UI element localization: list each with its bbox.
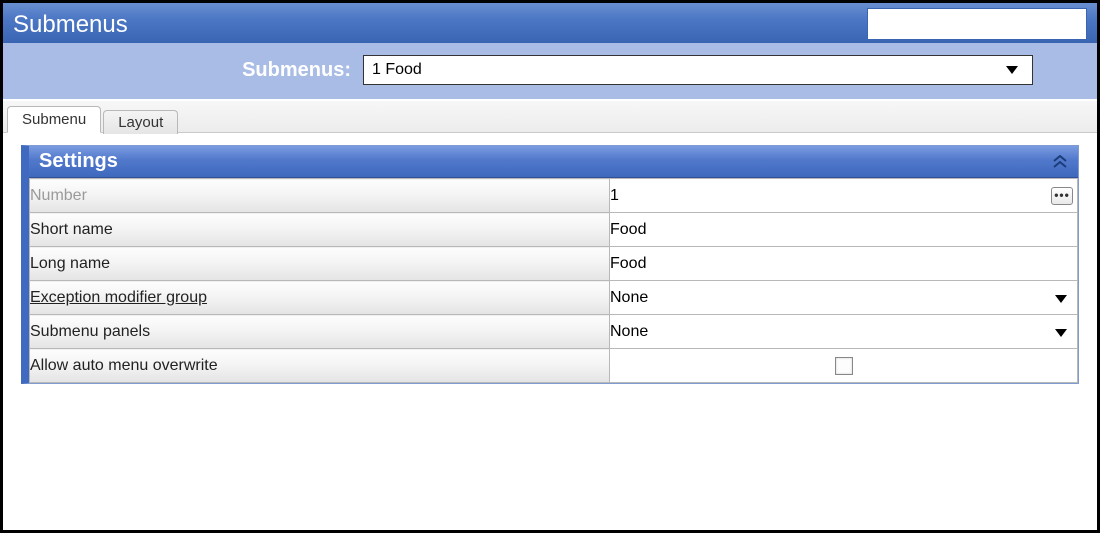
tab-submenu[interactable]: Submenu [7,106,101,133]
row-longname: Long name Food [30,247,1078,281]
tab-label: Submenu [22,111,86,128]
collapse-icon[interactable] [1052,155,1068,169]
label-panels: Submenu panels [30,315,610,349]
chevron-down-icon [1055,290,1067,306]
label-shortname: Short name [30,213,610,247]
chevron-down-icon [1055,324,1067,340]
selector-bar: Submenus: 1 Food [3,43,1097,99]
value-longname-text: Food [610,255,646,272]
title-bar: Submenus [3,3,1097,43]
content-area: Settings Number 1 ••• Shor [3,133,1097,396]
submenu-dropdown-value: 1 Food [372,61,422,79]
value-exception[interactable]: None [610,281,1078,315]
submenu-dropdown[interactable]: 1 Food [363,55,1033,85]
row-panels: Submenu panels None [30,315,1078,349]
row-overwrite: Allow auto menu overwrite [30,349,1078,383]
value-number[interactable]: 1 ••• [610,179,1078,213]
tab-strip: Submenu Layout [3,101,1097,133]
row-shortname: Short name Food [30,213,1078,247]
tab-layout[interactable]: Layout [103,110,178,134]
label-number: Number [30,179,610,213]
value-panels-text: None [610,323,648,340]
window: Submenus Submenus: 1 Food Submenu Layout… [0,0,1100,533]
value-longname[interactable]: Food [610,247,1078,281]
tab-label: Layout [118,114,163,131]
value-panels[interactable]: None [610,315,1078,349]
settings-panel: Settings Number 1 ••• Shor [21,145,1079,384]
value-shortname[interactable]: Food [610,213,1078,247]
overwrite-checkbox[interactable] [835,357,853,375]
selector-label: Submenus: [13,59,363,82]
title-search-box[interactable] [867,8,1087,40]
value-overwrite[interactable] [610,349,1078,383]
ellipsis-button[interactable]: ••• [1051,187,1073,205]
row-number: Number 1 ••• [30,179,1078,213]
chevron-down-icon [1006,66,1018,74]
label-overwrite: Allow auto menu overwrite [30,349,610,383]
page-title: Submenus [13,11,128,39]
row-exception: Exception modifier group None [30,281,1078,315]
value-exception-text: None [610,289,648,306]
value-number-text: 1 [610,187,619,204]
settings-title: Settings [39,150,118,173]
label-longname: Long name [30,247,610,281]
label-exception[interactable]: Exception modifier group [30,281,610,315]
settings-table: Number 1 ••• Short name Food Long name F… [29,178,1078,383]
settings-header[interactable]: Settings [29,146,1078,178]
value-shortname-text: Food [610,221,646,238]
